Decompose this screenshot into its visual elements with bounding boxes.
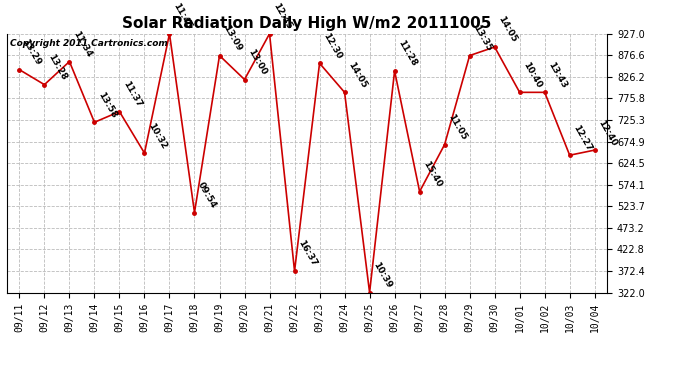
Title: Solar Radiation Daily High W/m2 20111005: Solar Radiation Daily High W/m2 20111005: [122, 16, 492, 31]
Text: 11:34: 11:34: [71, 29, 93, 59]
Text: 16:37: 16:37: [296, 239, 318, 268]
Text: 13:58: 13:58: [96, 90, 118, 120]
Text: Copyright 2011 Cartronics.com: Copyright 2011 Cartronics.com: [10, 39, 168, 48]
Text: 12:45: 12:45: [271, 2, 293, 31]
Text: 13:09: 13:09: [221, 24, 243, 53]
Text: 09:54: 09:54: [196, 180, 218, 210]
Text: 10:40: 10:40: [521, 60, 543, 90]
Text: 12:30: 12:30: [321, 31, 343, 60]
Text: 10:39: 10:39: [371, 260, 393, 290]
Text: 11:05: 11:05: [446, 112, 468, 142]
Text: 10:32: 10:32: [146, 121, 168, 150]
Text: 14:05: 14:05: [346, 60, 368, 90]
Text: 13:28: 13:28: [46, 53, 68, 82]
Text: 13:29: 13:29: [21, 38, 43, 67]
Text: 12:40: 12:40: [596, 118, 618, 147]
Text: 13:35: 13:35: [471, 24, 493, 53]
Text: 13:00: 13:00: [246, 48, 268, 77]
Text: 11:37: 11:37: [121, 80, 143, 109]
Text: 12:27: 12:27: [571, 123, 593, 152]
Text: 11:45: 11:45: [171, 2, 193, 31]
Text: 11:28: 11:28: [396, 39, 418, 68]
Text: 14:05: 14:05: [496, 15, 518, 44]
Text: 15:40: 15:40: [421, 159, 443, 189]
Text: 13:43: 13:43: [546, 60, 569, 90]
